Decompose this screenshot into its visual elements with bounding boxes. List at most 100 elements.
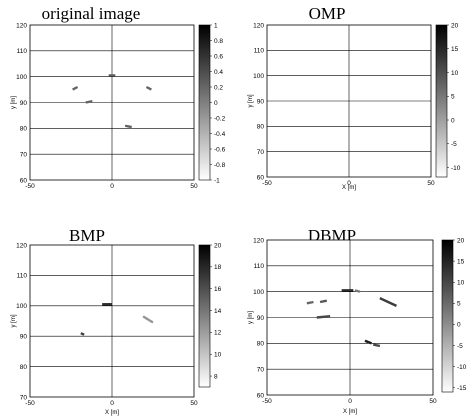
scatterer-mark bbox=[145, 85, 152, 91]
y-tick-label: 100 bbox=[253, 289, 264, 296]
y-tick-label: 110 bbox=[17, 273, 28, 280]
y-tick-label: 60 bbox=[257, 392, 265, 399]
colorbar-tick-label: 20 bbox=[451, 22, 459, 29]
colorbar-tick-label: 0 bbox=[451, 117, 455, 124]
x-tick-label: 0 bbox=[347, 180, 351, 187]
y-axis-label: y [m] bbox=[11, 314, 17, 327]
scatterer-mark-texture bbox=[306, 301, 314, 304]
colorbar-tick-label: 0.2 bbox=[214, 84, 223, 91]
y-tick-label: 90 bbox=[257, 315, 265, 322]
y-tick-label: 90 bbox=[20, 334, 28, 341]
scatterer-mark-texture bbox=[143, 316, 154, 323]
x-tick-label: 50 bbox=[427, 180, 435, 187]
colorbar-tick-label: 8 bbox=[214, 373, 218, 380]
x-tick-label: -50 bbox=[262, 398, 272, 405]
colorbar-tick-label: 5 bbox=[457, 301, 461, 308]
y-tick-label: 90 bbox=[257, 98, 265, 105]
y-tick-label: 110 bbox=[254, 48, 265, 55]
scatterer-mark-texture bbox=[85, 101, 93, 103]
scatterer-mark-texture bbox=[373, 344, 380, 347]
colorbar-tick-label: 0.4 bbox=[214, 69, 223, 76]
x-axis-label: X [m] bbox=[343, 409, 357, 415]
y-tick-label: 70 bbox=[20, 151, 28, 158]
scatterer-mark-texture bbox=[320, 300, 327, 303]
colorbar-tick-label: 18 bbox=[214, 264, 222, 271]
colorbar bbox=[435, 24, 448, 178]
scatterer-mark-texture bbox=[125, 125, 132, 128]
colorbar-tick-label: 20 bbox=[457, 237, 465, 244]
scatterer-mark-texture bbox=[80, 332, 85, 335]
colorbar-tick-label: -10 bbox=[451, 165, 461, 172]
colorbar-tick-label: 20 bbox=[214, 242, 222, 249]
scatterer-mark bbox=[379, 297, 397, 307]
colorbar-tick-label: 1 bbox=[214, 22, 218, 29]
x-tick-label: -50 bbox=[25, 400, 35, 407]
y-tick-label: 70 bbox=[20, 394, 28, 401]
panel-1: original image 60 70 80 90 100 110 120 -50 0 50 y [… bbox=[11, 4, 226, 190]
colorbar-tick-label: -0.2 bbox=[214, 115, 226, 122]
x-tick-label: -50 bbox=[25, 183, 35, 190]
x-tick-label: 50 bbox=[429, 398, 437, 405]
colorbar bbox=[198, 244, 211, 388]
y-tick-label: 60 bbox=[20, 177, 28, 184]
colorbar-tick-label: -5 bbox=[451, 141, 457, 148]
colorbar-tick-label: 0.6 bbox=[214, 53, 223, 60]
panel-title: original image bbox=[42, 4, 141, 23]
colorbar-tick-label: 10 bbox=[214, 352, 222, 359]
colorbar-tick-label: 10 bbox=[457, 280, 465, 287]
y-tick-label: 80 bbox=[257, 124, 265, 131]
colorbar-tick-label: 0 bbox=[214, 100, 218, 107]
panel-title: BMP bbox=[69, 226, 105, 245]
x-axis-label: X [m] bbox=[105, 410, 119, 416]
y-tick-label: 100 bbox=[253, 73, 264, 80]
colorbar-tick-label: -15 bbox=[457, 385, 467, 392]
colorbar-tick-label: 0.8 bbox=[214, 38, 223, 45]
colorbar-tick-label: 15 bbox=[457, 258, 465, 265]
colorbar-tick-label: 5 bbox=[451, 94, 455, 101]
colorbar-tick-label: -10 bbox=[457, 364, 467, 371]
panel-title: OMP bbox=[309, 4, 346, 23]
y-tick-label: 80 bbox=[257, 341, 265, 348]
colorbar-tick-label: -0.8 bbox=[214, 162, 226, 169]
colorbar bbox=[198, 24, 211, 181]
x-tick-label: 50 bbox=[190, 183, 198, 190]
colorbar-tick-label: 0 bbox=[457, 322, 461, 329]
x-tick-label: 0 bbox=[110, 183, 114, 190]
y-tick-label: 100 bbox=[16, 303, 27, 310]
y-tick-label: 80 bbox=[20, 126, 28, 133]
y-tick-label: 110 bbox=[254, 263, 265, 270]
x-tick-label: -50 bbox=[262, 180, 272, 187]
y-tick-label: 120 bbox=[253, 22, 264, 29]
colorbar-tick-label: -0.6 bbox=[214, 146, 226, 153]
x-tick-label: 0 bbox=[348, 398, 352, 405]
y-tick-label: 70 bbox=[257, 149, 265, 156]
x-tick-label: 50 bbox=[190, 400, 198, 407]
y-axis-label: y [m] bbox=[248, 94, 254, 107]
colorbar-tick-label: -1 bbox=[214, 177, 220, 184]
panel-3: BMP 70 80 90 100 110 120 -50 0 50 X [m] y [m] 20 18 16… bbox=[11, 226, 222, 416]
scatterer-mark-texture bbox=[364, 340, 372, 344]
y-tick-label: 90 bbox=[20, 100, 28, 107]
y-tick-label: 120 bbox=[16, 242, 27, 249]
y-tick-label: 110 bbox=[17, 48, 28, 55]
x-tick-label: 0 bbox=[110, 400, 114, 407]
scatterer-mark bbox=[72, 85, 79, 91]
y-tick-label: 120 bbox=[16, 22, 27, 29]
scatterer-mark-texture bbox=[316, 316, 331, 318]
y-axis-label: y [m] bbox=[248, 311, 254, 324]
y-axis-label: y [m] bbox=[11, 96, 17, 109]
y-tick-label: 60 bbox=[257, 174, 265, 181]
colorbar-tick-label: 15 bbox=[451, 46, 459, 53]
colorbar-tick-label: -5 bbox=[457, 343, 463, 350]
y-tick-label: 100 bbox=[16, 74, 27, 81]
y-tick-label: 120 bbox=[253, 237, 264, 244]
colorbar-tick-label: -0.4 bbox=[214, 131, 226, 138]
colorbar-tick-label: 12 bbox=[214, 330, 222, 337]
colorbar-tick-label: 14 bbox=[214, 308, 222, 315]
colorbar-tick-label: 10 bbox=[451, 70, 459, 77]
scatterer-mark bbox=[354, 289, 361, 293]
colorbar-tick-label: 16 bbox=[214, 286, 222, 293]
